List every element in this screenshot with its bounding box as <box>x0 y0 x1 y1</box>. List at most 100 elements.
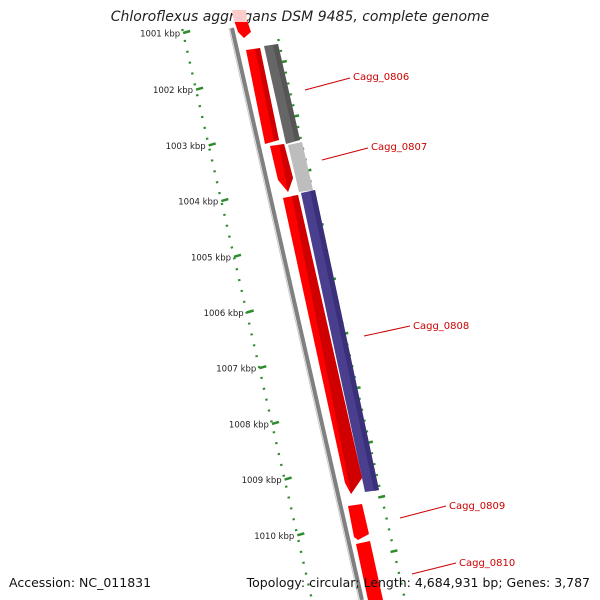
minor-tick <box>279 463 283 467</box>
outer-major-tick <box>377 494 386 499</box>
minor-tick <box>210 159 214 162</box>
gene-label-cagg-0807[interactable]: Cagg_0807 <box>371 142 427 153</box>
major-tick <box>296 532 305 537</box>
gene-feature-top[interactable] <box>234 20 251 38</box>
minor-tick <box>193 83 197 86</box>
minor-tick <box>282 474 286 478</box>
outer-minor-tick <box>399 582 403 586</box>
minor-tick <box>242 300 246 304</box>
scale-label: 1003 kbp <box>166 142 206 152</box>
gene-feature-0806-red-shade <box>255 48 279 141</box>
minor-tick <box>205 137 209 140</box>
outer-minor-tick <box>397 571 401 575</box>
topology-summary: Topology: circular; Length: 4,684,931 bp… <box>246 575 590 590</box>
scale-label: 1001 kbp <box>140 30 180 40</box>
minor-tick <box>260 376 263 380</box>
outer-minor-tick <box>289 93 293 96</box>
minor-tick <box>188 61 192 64</box>
minor-tick <box>215 180 219 184</box>
scale-label: 1008 kbp <box>229 420 269 430</box>
gene-feature-0807-light[interactable] <box>288 142 313 192</box>
scale-label: 1005 kbp <box>191 253 231 263</box>
minor-tick <box>183 39 187 43</box>
gene-feature-top-fade <box>232 10 247 22</box>
minor-tick <box>232 257 236 260</box>
minor-tick <box>307 583 310 586</box>
minor-tick <box>213 170 216 173</box>
minor-tick <box>284 485 288 488</box>
minor-tick <box>186 50 189 53</box>
minor-tick <box>218 191 221 195</box>
minor-tick <box>272 431 276 434</box>
minor-tick <box>225 224 229 227</box>
outer-minor-tick <box>382 506 386 509</box>
major-tick <box>258 364 267 370</box>
minor-tick <box>294 528 298 532</box>
scale-label: 1007 kbp <box>216 365 256 375</box>
minor-tick <box>304 572 308 575</box>
minor-tick <box>270 420 273 423</box>
major-tick <box>233 253 242 259</box>
outer-minor-tick <box>296 125 300 129</box>
minor-tick <box>247 322 251 325</box>
outer-minor-tick <box>286 82 290 85</box>
scale-label: 1009 kbp <box>242 476 282 486</box>
minor-tick <box>289 507 293 510</box>
leader-lines <box>304 77 457 575</box>
minor-tick <box>237 278 241 282</box>
major-tick <box>246 309 255 314</box>
outer-major-tick <box>390 549 398 554</box>
gene-label-cagg-0810[interactable]: Cagg_0810 <box>459 558 515 569</box>
minor-tick <box>181 28 184 32</box>
minor-tick <box>287 496 291 499</box>
major-tick <box>220 197 229 203</box>
major-tick <box>284 476 292 481</box>
minor-tick <box>274 441 278 445</box>
minor-tick <box>297 539 300 543</box>
gene-feature-0808-red-shade <box>292 195 362 494</box>
outer-minor-tick <box>402 593 406 596</box>
map-title: Chloroflexus aggregans DSM 9485, complet… <box>110 9 490 25</box>
scale-label: 1004 kbp <box>178 198 218 208</box>
minor-tick <box>190 72 194 75</box>
minor-tick <box>220 202 224 206</box>
gene-feature-0810-red[interactable] <box>356 541 383 600</box>
gene-label-cagg-0808[interactable]: Cagg_0808 <box>413 321 469 332</box>
major-tick <box>195 86 204 91</box>
minor-tick <box>262 387 266 391</box>
minor-tick <box>265 398 268 401</box>
scale-label: 1006 kbp <box>204 309 244 319</box>
minor-tick <box>299 550 303 554</box>
minor-tick <box>267 409 271 412</box>
scale-label: 1002 kbp <box>153 86 193 96</box>
minor-tick <box>228 235 231 238</box>
gene-label-cagg-0806[interactable]: Cagg_0806 <box>353 72 409 83</box>
accession-text: Accession: NC_011831 <box>9 575 152 590</box>
major-tick <box>208 142 217 147</box>
minor-tick <box>252 344 256 347</box>
outer-minor-tick <box>385 517 388 520</box>
minor-tick <box>292 518 296 521</box>
minor-tick <box>223 213 226 217</box>
major-tick <box>271 420 280 426</box>
gene-feature-0809-red[interactable] <box>348 504 369 540</box>
minor-tick <box>309 594 313 597</box>
gene-label-cagg-0809[interactable]: Cagg_0809 <box>449 501 505 512</box>
minor-tick <box>277 452 281 456</box>
minor-tick <box>230 246 234 249</box>
minor-tick <box>255 354 258 358</box>
major-tick <box>182 29 191 35</box>
inner-tick-ring <box>181 28 313 597</box>
outer-minor-tick <box>395 560 398 564</box>
minor-tick <box>240 289 244 293</box>
minor-tick <box>195 93 199 97</box>
outer-minor-tick <box>279 49 283 53</box>
gene-feature-0808-purple-shade <box>310 190 379 491</box>
backbone-highlight <box>228 27 360 600</box>
outer-minor-tick <box>291 104 295 107</box>
minor-tick <box>198 104 202 108</box>
gene-labels: Cagg_0806 Cagg_0807 Cagg_0808 Cagg_0809 … <box>353 72 515 569</box>
gene-feature-0806-dark-shade <box>273 44 300 141</box>
genome-backbone <box>230 27 364 600</box>
